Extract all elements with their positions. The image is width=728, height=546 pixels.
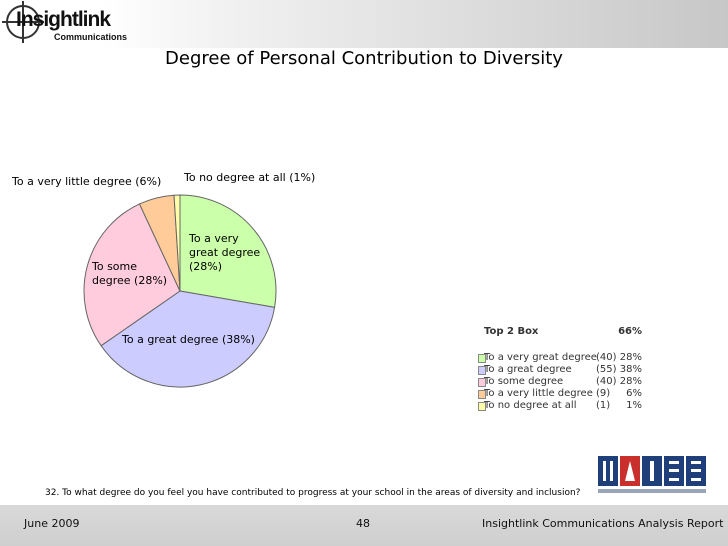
legend-count: (40): [596, 376, 617, 387]
legend-swatch: [478, 366, 486, 375]
legend-percent: 38%: [619, 364, 642, 375]
legend-rows: To a very great degree (40) 28% To a great …: [478, 352, 648, 412]
legend-swatch: [478, 378, 486, 387]
legend-count: (9): [596, 388, 611, 399]
nais-logo: [598, 456, 706, 493]
pie-slice-label-3: To some degree (28%): [91, 260, 167, 287]
legend-label: To a very little degree: [484, 388, 593, 399]
header-band: [0, 0, 728, 48]
top-box-row: Top 2 Box 66%: [478, 326, 648, 340]
crosshair-icon: [2, 1, 44, 43]
page-title: Degree of Personal Contribution to Diver…: [0, 48, 728, 69]
pie-slice-3: [83, 203, 181, 347]
legend-swatch: [478, 402, 486, 411]
legend-percent: 28%: [619, 352, 642, 363]
pie-slice-label-5: To no degree at all (1%): [183, 171, 315, 184]
legend-percent: 6%: [626, 388, 642, 399]
legend-count: (40): [596, 352, 617, 363]
legend-row: To a great degree (55) 38%: [478, 364, 648, 376]
legend-percent: 1%: [626, 400, 642, 411]
footer-report-title: Insightlink Communications Analysis Repo…: [482, 517, 724, 530]
pie-slice-label-2: To a great degree (38%): [121, 333, 255, 346]
page-title-text: Degree of Personal Contribution to Diver…: [165, 48, 563, 69]
footer-date: June 2009: [24, 517, 80, 530]
top-box-value: 66%: [618, 326, 642, 337]
pie-slice-label-1: To a very great degree (28%): [188, 232, 260, 273]
survey-question: 32. To what degree do you feel you have …: [45, 488, 581, 498]
top-box-label: Top 2 Box: [484, 326, 539, 337]
legend-row: To some degree (40) 28%: [478, 376, 648, 388]
legend-count: (55): [596, 364, 617, 375]
legend-label: To no degree at all: [484, 400, 577, 411]
legend-row: To a very great degree (40) 28%: [478, 352, 648, 364]
legend-label: To some degree: [484, 376, 564, 387]
legend-percent: 28%: [619, 376, 642, 387]
insightlink-logo: Insightlink Communications: [2, 1, 127, 48]
legend-row: To a very little degree (9) 6%: [478, 388, 648, 400]
legend-label: To a very great degree: [484, 352, 597, 363]
legend-label: To a great degree: [484, 364, 572, 375]
legend-swatch: [478, 390, 486, 399]
footer-band: June 2009 48 Insightlink Communications …: [0, 505, 728, 546]
pie-chart: To a very great degree (28%) To a great deg…: [11, 171, 315, 388]
legend-row: To no degree at all (1) 1%: [478, 400, 648, 412]
pie-slice-2: [100, 290, 276, 388]
legend-swatch: [478, 354, 486, 363]
footer-page-number: 48: [356, 517, 370, 530]
logo-sub-text: Communications: [54, 32, 128, 42]
legend-count: (1): [596, 400, 611, 411]
legend-table: Top 2 Box 66% To a very great degree (40)…: [478, 326, 648, 412]
pie-slice-1: [179, 194, 277, 308]
logo-brand-text: Insightlink: [16, 8, 111, 31]
pie-slice-label-4: To a very little degree (6%): [11, 175, 161, 188]
pie-slice-5: [173, 194, 181, 292]
